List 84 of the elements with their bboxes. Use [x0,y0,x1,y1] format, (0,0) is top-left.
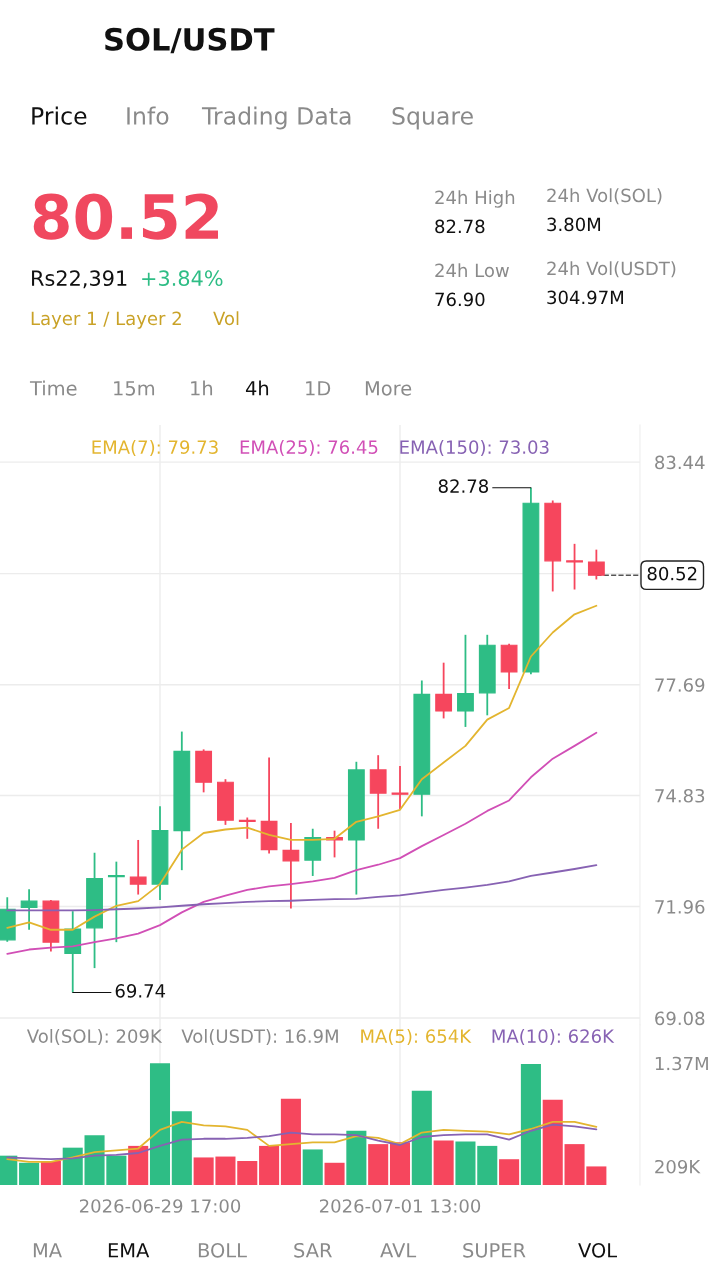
annotation: 82.78 [438,479,489,493]
text: Vol [213,311,239,326]
annotation: Vol(SOL): 209K [26,1029,163,1046]
text: Layer 1 / Layer 2 [31,311,181,329]
y-tick-label: 83.44 [655,455,705,470]
ref-line-label: 80.52 [647,566,697,581]
text: Trading Data [201,106,351,130]
candlestick [107,860,125,944]
text: EMA(150): 73.03 [400,440,549,457]
bar [171,1111,192,1185]
text: Info [127,106,169,125]
bar [128,1145,149,1185]
text: 1D [306,381,331,396]
text: 15m [114,381,155,396]
text: MA(10): 626K [492,1029,615,1046]
y-tick-label: 71.96 [655,900,705,914]
text: BOLL [198,1242,247,1258]
candlestick [587,548,605,581]
chart-title: SOL/USDT [105,27,275,54]
y-tick-label: 209K [655,1159,701,1174]
text: 24h Vol(SOL) [547,188,662,205]
text: AVL [380,1243,417,1258]
text: Time [29,380,77,396]
bar [455,1141,476,1185]
text: EMA(25): 76.45 [240,440,378,457]
candlestick [304,827,322,877]
text: 4h [245,380,269,396]
bar [302,1149,323,1185]
bar [520,1064,541,1185]
bar [411,1090,432,1185]
candlestick [457,633,474,728]
text: VOL [578,1242,617,1258]
y-tick-label: 77.69 [655,678,705,692]
text: MA [33,1243,62,1258]
bar [542,1099,563,1185]
text: +3.84% [142,270,223,287]
text: Square [392,106,473,130]
candlestick [369,754,387,830]
candlestick [391,765,409,810]
annotation: 69.74 [115,984,166,998]
bar [259,1145,280,1185]
text: SUPER [463,1242,526,1258]
bar [368,1144,389,1185]
candlestick [566,542,583,591]
bar [499,1159,520,1185]
annotation: Vol(USDT): 16.9M [181,1029,338,1046]
y-tick-label: 69.08 [655,1011,705,1026]
text: 76.90 [435,292,485,307]
candlestick [238,816,256,840]
text: 3.80M [547,217,601,232]
bar [280,1098,301,1185]
text: 24h Low [435,263,509,278]
bar [477,1145,498,1185]
text: SAR [294,1242,332,1258]
text: Price [32,106,87,125]
candlestick [129,839,147,896]
x-tick-label: 2026-06-29 17:00 [79,1199,241,1213]
text: EMA [108,1243,150,1258]
text: 80.52 [33,193,218,240]
bar [237,1161,258,1185]
line-series [6,731,598,955]
y-tick-label: 74.83 [655,788,705,803]
text: 24h Vol(USDT) [547,261,676,278]
bar [389,1142,411,1185]
text: 24h High [435,190,515,208]
bar [149,1063,171,1185]
candlestick [20,888,38,931]
text: 304.97M [547,290,623,305]
text: More [365,381,412,396]
bar [62,1147,83,1185]
candlestick [282,822,300,910]
text: 1h [191,380,213,396]
text: 82.78 [435,219,485,234]
candlestick [435,661,453,720]
bar [19,1162,40,1185]
text: MA(5): 654K [361,1029,472,1046]
bar [433,1140,454,1185]
bar [324,1162,345,1185]
text: Rs22,391 [32,270,127,289]
x-tick-label: 2026-07-01 13:00 [319,1199,481,1213]
y-tick-label: 1.37M [655,1056,708,1071]
bar [346,1130,367,1185]
bar [40,1161,61,1185]
text: EMA(7): 79.73 [92,440,218,457]
